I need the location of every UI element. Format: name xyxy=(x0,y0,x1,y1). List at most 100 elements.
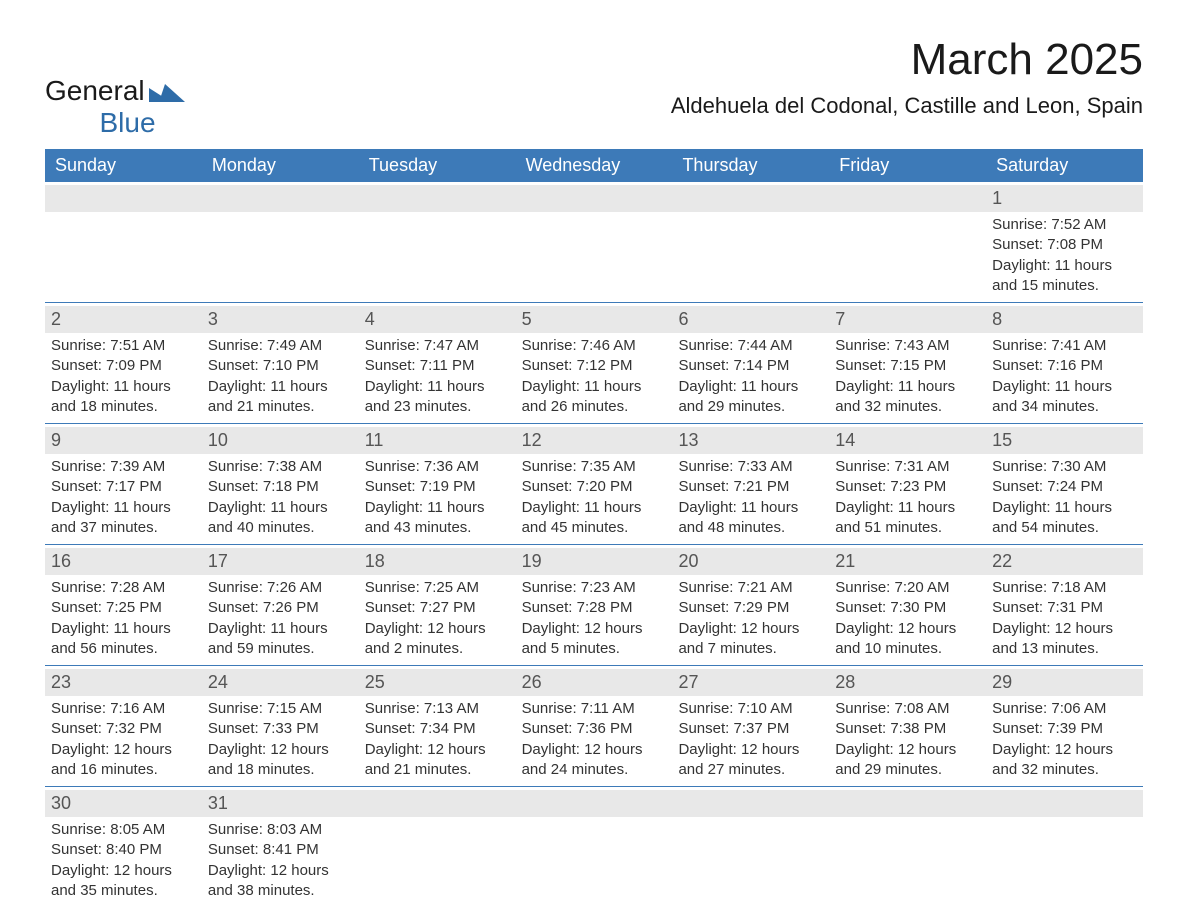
day-daylight1: Daylight: 12 hours xyxy=(208,861,353,881)
day-sunset: Sunset: 7:11 PM xyxy=(365,356,510,376)
daynum-row: 9 xyxy=(45,427,202,454)
day-number: 28 xyxy=(835,672,855,692)
day-daylight1: Daylight: 11 hours xyxy=(835,377,980,397)
day-daylight2: and 21 minutes. xyxy=(208,397,353,417)
day-daylight2: and 7 minutes. xyxy=(678,639,823,659)
week-row: 30Sunrise: 8:05 AMSunset: 8:40 PMDayligh… xyxy=(45,787,1143,907)
day-daylight1: Daylight: 12 hours xyxy=(51,740,196,760)
day-sunrise: Sunrise: 7:16 AM xyxy=(51,699,196,719)
daynum-row: 19 xyxy=(516,548,673,575)
day-cell: 10Sunrise: 7:38 AMSunset: 7:18 PMDayligh… xyxy=(202,424,359,544)
day-number: 20 xyxy=(678,551,698,571)
daynum-row xyxy=(672,790,829,817)
daynum-row xyxy=(359,790,516,817)
day-cell: 19Sunrise: 7:23 AMSunset: 7:28 PMDayligh… xyxy=(516,545,673,665)
day-cell xyxy=(516,787,673,907)
day-cell: 30Sunrise: 8:05 AMSunset: 8:40 PMDayligh… xyxy=(45,787,202,907)
day-cell: 25Sunrise: 7:13 AMSunset: 7:34 PMDayligh… xyxy=(359,666,516,786)
day-daylight2: and 27 minutes. xyxy=(678,760,823,780)
week-row: 23Sunrise: 7:16 AMSunset: 7:32 PMDayligh… xyxy=(45,666,1143,787)
day-sunset: Sunset: 7:09 PM xyxy=(51,356,196,376)
day-header-monday: Monday xyxy=(202,149,359,182)
day-sunrise: Sunrise: 7:41 AM xyxy=(992,336,1137,356)
day-daylight1: Daylight: 11 hours xyxy=(992,498,1137,518)
day-daylight1: Daylight: 11 hours xyxy=(992,256,1137,276)
day-cell: 14Sunrise: 7:31 AMSunset: 7:23 PMDayligh… xyxy=(829,424,986,544)
day-sunrise: Sunrise: 7:11 AM xyxy=(522,699,667,719)
daynum-row xyxy=(516,790,673,817)
day-daylight2: and 5 minutes. xyxy=(522,639,667,659)
day-cell xyxy=(829,787,986,907)
day-cell: 9Sunrise: 7:39 AMSunset: 7:17 PMDaylight… xyxy=(45,424,202,544)
daynum-row: 18 xyxy=(359,548,516,575)
day-cell xyxy=(986,787,1143,907)
day-cell: 12Sunrise: 7:35 AMSunset: 7:20 PMDayligh… xyxy=(516,424,673,544)
location-label: Aldehuela del Codonal, Castille and Leon… xyxy=(671,93,1143,119)
day-sunrise: Sunrise: 7:25 AM xyxy=(365,578,510,598)
day-cell: 3Sunrise: 7:49 AMSunset: 7:10 PMDaylight… xyxy=(202,303,359,423)
day-sunset: Sunset: 7:18 PM xyxy=(208,477,353,497)
day-cell xyxy=(672,787,829,907)
day-sunrise: Sunrise: 7:15 AM xyxy=(208,699,353,719)
daynum-row: 6 xyxy=(672,306,829,333)
day-cell xyxy=(516,182,673,302)
day-daylight2: and 40 minutes. xyxy=(208,518,353,538)
day-header-saturday: Saturday xyxy=(986,149,1143,182)
day-sunrise: Sunrise: 7:08 AM xyxy=(835,699,980,719)
day-sunrise: Sunrise: 7:52 AM xyxy=(992,215,1137,235)
day-number: 14 xyxy=(835,430,855,450)
day-daylight2: and 32 minutes. xyxy=(835,397,980,417)
day-cell: 13Sunrise: 7:33 AMSunset: 7:21 PMDayligh… xyxy=(672,424,829,544)
day-sunrise: Sunrise: 7:13 AM xyxy=(365,699,510,719)
day-sunset: Sunset: 7:29 PM xyxy=(678,598,823,618)
calendar: Sunday Monday Tuesday Wednesday Thursday… xyxy=(45,149,1143,907)
day-number: 22 xyxy=(992,551,1012,571)
day-number: 13 xyxy=(678,430,698,450)
daynum-row: 30 xyxy=(45,790,202,817)
day-sunset: Sunset: 8:40 PM xyxy=(51,840,196,860)
day-daylight2: and 51 minutes. xyxy=(835,518,980,538)
day-header-sunday: Sunday xyxy=(45,149,202,182)
daynum-row: 14 xyxy=(829,427,986,454)
daynum-row: 5 xyxy=(516,306,673,333)
daynum-row: 8 xyxy=(986,306,1143,333)
day-sunrise: Sunrise: 7:10 AM xyxy=(678,699,823,719)
day-cell: 31Sunrise: 8:03 AMSunset: 8:41 PMDayligh… xyxy=(202,787,359,907)
day-daylight1: Daylight: 11 hours xyxy=(51,377,196,397)
day-number: 15 xyxy=(992,430,1012,450)
day-sunrise: Sunrise: 7:28 AM xyxy=(51,578,196,598)
day-number: 21 xyxy=(835,551,855,571)
daynum-row xyxy=(516,185,673,212)
daynum-row: 11 xyxy=(359,427,516,454)
day-cell: 26Sunrise: 7:11 AMSunset: 7:36 PMDayligh… xyxy=(516,666,673,786)
day-sunset: Sunset: 7:25 PM xyxy=(51,598,196,618)
day-cell: 15Sunrise: 7:30 AMSunset: 7:24 PMDayligh… xyxy=(986,424,1143,544)
day-daylight2: and 29 minutes. xyxy=(835,760,980,780)
day-sunset: Sunset: 7:38 PM xyxy=(835,719,980,739)
daynum-row: 15 xyxy=(986,427,1143,454)
day-daylight2: and 24 minutes. xyxy=(522,760,667,780)
day-number: 16 xyxy=(51,551,71,571)
day-daylight1: Daylight: 12 hours xyxy=(522,740,667,760)
day-sunset: Sunset: 7:21 PM xyxy=(678,477,823,497)
day-daylight1: Daylight: 11 hours xyxy=(522,498,667,518)
day-number: 24 xyxy=(208,672,228,692)
day-number: 7 xyxy=(835,309,845,329)
day-sunrise: Sunrise: 7:21 AM xyxy=(678,578,823,598)
day-number: 8 xyxy=(992,309,1002,329)
day-daylight2: and 21 minutes. xyxy=(365,760,510,780)
day-number: 25 xyxy=(365,672,385,692)
day-daylight1: Daylight: 12 hours xyxy=(365,740,510,760)
day-daylight1: Daylight: 12 hours xyxy=(678,740,823,760)
day-number: 23 xyxy=(51,672,71,692)
day-sunset: Sunset: 7:12 PM xyxy=(522,356,667,376)
day-sunset: Sunset: 7:32 PM xyxy=(51,719,196,739)
weeks-container: 1Sunrise: 7:52 AMSunset: 7:08 PMDaylight… xyxy=(45,182,1143,907)
day-sunrise: Sunrise: 7:33 AM xyxy=(678,457,823,477)
day-daylight2: and 45 minutes. xyxy=(522,518,667,538)
day-number: 1 xyxy=(992,188,1002,208)
day-daylight2: and 10 minutes. xyxy=(835,639,980,659)
daynum-row: 16 xyxy=(45,548,202,575)
day-number: 17 xyxy=(208,551,228,571)
daynum-row: 7 xyxy=(829,306,986,333)
